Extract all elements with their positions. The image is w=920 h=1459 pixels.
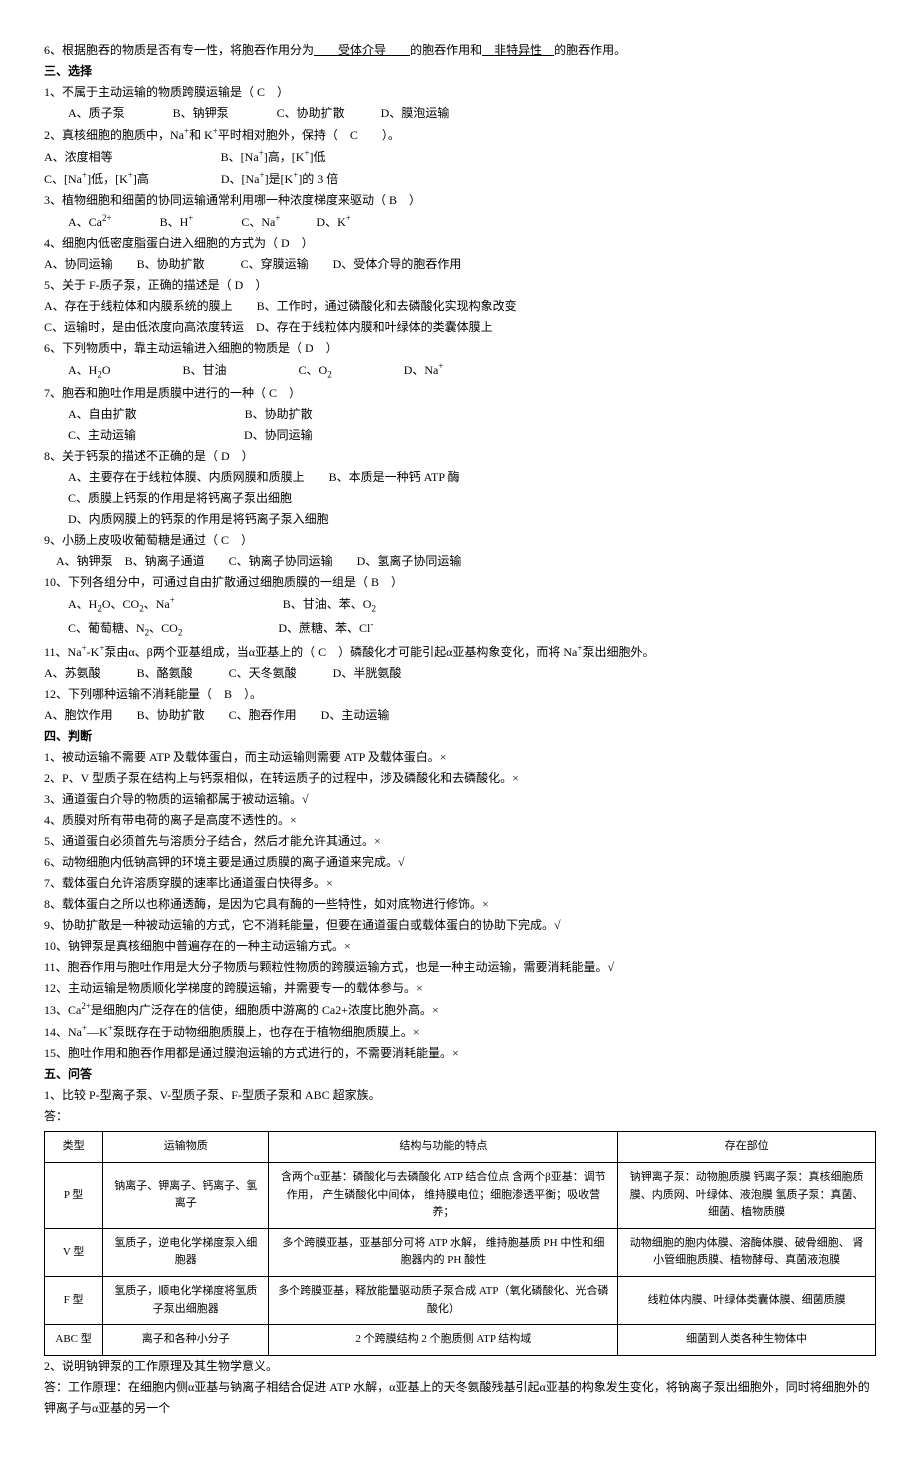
s4-j6: 6、动物细胞内低钠高钾的环境主要是通过质膜的离子通道来完成。√ <box>44 852 876 873</box>
s4-j3: 3、通道蛋白介导的物质的运输都属于被动运输。√ <box>44 789 876 810</box>
s4-j4: 4、质膜对所有带电荷的离子是高度不透性的。× <box>44 810 876 831</box>
cell: 2 个跨膜结构 2 个胞质侧 ATP 结构域 <box>269 1325 618 1356</box>
s3-q2-optA: A、浓度相等 B、[Na+]高，[K+]低 <box>44 146 876 168</box>
s3-q5-optA: A、存在于线粒体和内膜系统的膜上 B、工作时，通过磷酸化和去磷酸化实现构象改变 <box>44 296 876 317</box>
s3-q1: 1、不属于主动运输的物质跨膜运输是（ C ） <box>44 82 876 103</box>
s3-q7: 7、胞吞和胞吐作用是质膜中进行的一种（ C ） <box>44 383 876 404</box>
cell: 含两个α亚基：磷酸化与去磷酸化 ATP 结合位点 含两个β亚基：调节作用， 产生… <box>269 1163 618 1229</box>
table-header-row: 类型 运输物质 结构与功能的特点 存在部位 <box>45 1132 876 1163</box>
table-row: P 型 钠离子、钾离子、钙离子、氢离子 含两个α亚基：磷酸化与去磷酸化 ATP … <box>45 1163 876 1229</box>
th-type: 类型 <box>45 1132 103 1163</box>
s5-q2: 2、说明钠钾泵的工作原理及其生物学意义。 <box>44 1356 876 1377</box>
section-4-head: 四、判断 <box>44 726 876 747</box>
s3-q5: 5、关于 F-质子泵，正确的描述是（ D ） <box>44 275 876 296</box>
s4-j10: 10、钠钾泵是真核细胞中普遍存在的一种主动运输方式。× <box>44 936 876 957</box>
s3-q7-optA: A、自由扩散 B、协助扩散 <box>44 404 876 425</box>
cell: P 型 <box>45 1163 103 1229</box>
cell: 线粒体内膜、叶绿体类囊体膜、细菌质膜 <box>618 1276 876 1324</box>
th-location: 存在部位 <box>618 1132 876 1163</box>
s3-q2-optC: C、[Na+]低，[K+]高 D、[Na+]是[K+]的 3 倍 <box>44 168 876 190</box>
s3-q8-optA: A、主要存在于线粒体膜、内质网膜和质膜上 B、本质是一种钙 ATP 酶 <box>44 467 876 488</box>
cell: 多个跨膜亚基，亚基部分可将 ATP 水解， 维持胞基质 PH 中性和细胞器内的 … <box>269 1228 618 1276</box>
section-3-head: 三、选择 <box>44 61 876 82</box>
table-row: V 型 氢质子，逆电化学梯度泵入细胞器 多个跨膜亚基，亚基部分可将 ATP 水解… <box>45 1228 876 1276</box>
cell: 离子和各种小分子 <box>103 1325 269 1356</box>
s3-q4: 4、细胞内低密度脂蛋白进入细胞的方式为（ D ） <box>44 233 876 254</box>
fill-q6: 6、根据胞吞的物质是否有专一性，将胞吞作用分为 受体介导 的胞吞作用和 非特异性… <box>44 40 876 61</box>
cell: F 型 <box>45 1276 103 1324</box>
s4-j5: 5、通道蛋白必须首先与溶质分子结合，然后才能允许其通过。× <box>44 831 876 852</box>
cell: 钠离子、钾离子、钙离子、氢离子 <box>103 1163 269 1229</box>
s3-q12: 12、下列哪种运输不消耗能量（ B ）。 <box>44 684 876 705</box>
s4-j11: 11、胞吞作用与胞吐作用是大分子物质与颗粒性物质的跨膜运输方式，也是一种主动运输… <box>44 957 876 978</box>
s3-q11-opts: A、苏氨酸 B、酪氨酸 C、天冬氨酸 D、半胱氨酸 <box>44 663 876 684</box>
cell: 动物细胞的胞内体膜、溶酶体膜、破骨细胞、 肾小管细胞质膜、植物酵母、真菌液泡膜 <box>618 1228 876 1276</box>
s3-q4-opts: A、协同运输 B、协助扩散 C、穿膜运输 D、受体介导的胞吞作用 <box>44 254 876 275</box>
table-row: F 型 氢质子，顺电化学梯度将氢质子泵出细胞器 多个跨膜亚基，释放能量驱动质子泵… <box>45 1276 876 1324</box>
s3-q10-optA: A、H2O、CO2、Na+ B、甘油、苯、O2 <box>44 593 876 617</box>
s4-j12: 12、主动运输是物质顺化学梯度的跨膜运输，并需要专一的载体参与。× <box>44 978 876 999</box>
table-row: ABC 型 离子和各种小分子 2 个跨膜结构 2 个胞质侧 ATP 结构域 细菌… <box>45 1325 876 1356</box>
cell: 氢质子，逆电化学梯度泵入细胞器 <box>103 1228 269 1276</box>
cell: 多个跨膜亚基，释放能量驱动质子泵合成 ATP（氧化磷酸化、光合磷酸化） <box>269 1276 618 1324</box>
s3-q8-optC: C、质膜上钙泵的作用是将钙离子泵出细胞 <box>44 488 876 509</box>
s4-j13: 13、Ca2+是细胞内广泛存在的信使，细胞质中游离的 Ca2+浓度比胞外高。× <box>44 999 876 1021</box>
s5-ans-label: 答： <box>44 1106 876 1127</box>
s4-j7: 7、载体蛋白允许溶质穿膜的速率比通道蛋白快得多。× <box>44 873 876 894</box>
s3-q10-optC: C、葡萄糖、N2、CO2 D、蔗糖、苯、Cl- <box>44 617 876 641</box>
pump-comparison-table: 类型 运输物质 结构与功能的特点 存在部位 P 型 钠离子、钾离子、钙离子、氢离… <box>44 1131 876 1355</box>
section-5-head: 五、问答 <box>44 1064 876 1085</box>
s4-j2: 2、P、V 型质子泵在结构上与钙泵相似，在转运质子的过程中，涉及磷酸化和去磷酸化… <box>44 768 876 789</box>
s3-q9-opts: A、钠钾泵 B、钠离子通道 C、钠离子协同运输 D、氢离子协同运输 <box>44 551 876 572</box>
cell: V 型 <box>45 1228 103 1276</box>
cell: 氢质子，顺电化学梯度将氢质子泵出细胞器 <box>103 1276 269 1324</box>
s3-q1-opts: A、质子泵 B、钠钾泵 C、协助扩散 D、膜泡运输 <box>44 103 876 124</box>
s4-j9: 9、协助扩散是一种被动运输的方式，它不消耗能量，但要在通道蛋白或载体蛋白的协助下… <box>44 915 876 936</box>
s3-q8-optD: D、内质网膜上的钙泵的作用是将钙离子泵入细胞 <box>44 509 876 530</box>
s3-q12-opts: A、胞饮作用 B、协助扩散 C、胞吞作用 D、主动运输 <box>44 705 876 726</box>
s4-j8: 8、载体蛋白之所以也称通透酶，是因为它具有酶的一些特性，如对底物进行修饰。× <box>44 894 876 915</box>
s3-q7-optC: C、主动运输 D、协同运输 <box>44 425 876 446</box>
s3-q9: 9、小肠上皮吸收葡萄糖是通过（ C ） <box>44 530 876 551</box>
cell: ABC 型 <box>45 1325 103 1356</box>
s3-q3: 3、植物细胞和细菌的协同运输通常利用哪一种浓度梯度来驱动（ B ） <box>44 190 876 211</box>
s4-j15: 15、胞吐作用和胞吞作用都是通过膜泡运输的方式进行的，不需要消耗能量。× <box>44 1043 876 1064</box>
s3-q8: 8、关于钙泵的描述不正确的是（ D ） <box>44 446 876 467</box>
s5-a2: 答：工作原理：在细胞内侧α亚基与钠离子相结合促进 ATP 水解，α亚基上的天冬氨… <box>44 1377 876 1419</box>
th-structure: 结构与功能的特点 <box>269 1132 618 1163</box>
s3-q5-optC: C、运输时，是由低浓度向高浓度转运 D、存在于线粒体内膜和叶绿体的类囊体膜上 <box>44 317 876 338</box>
s5-q1: 1、比较 P-型离子泵、V-型质子泵、F-型质子泵和 ABC 超家族。 <box>44 1085 876 1106</box>
s4-j14: 14、Na+—K+泵既存在于动物细胞质膜上，也存在于植物细胞质膜上。× <box>44 1021 876 1043</box>
cell: 钠钾离子泵：动物胞质膜 钙离子泵：真核细胞质膜、内质网、叶绿体、液泡膜 氢质子泵… <box>618 1163 876 1229</box>
s4-j1: 1、被动运输不需要 ATP 及载体蛋白，而主动运输则需要 ATP 及载体蛋白。× <box>44 747 876 768</box>
s3-q11: 11、Na+-K+泵由α、β两个亚基组成，当α亚基上的（ C ）磷酸化才可能引起… <box>44 641 876 663</box>
s3-q2: 2、真核细胞的胞质中，Na+和 K+平时相对胞外，保持（ C ）。 <box>44 124 876 146</box>
th-transport: 运输物质 <box>103 1132 269 1163</box>
s3-q10: 10、下列各组分中，可通过自由扩散通过细胞质膜的一组是（ B ） <box>44 572 876 593</box>
s3-q6-opts: A、H2O B、甘油 C、O2 D、Na+ <box>44 359 876 383</box>
cell: 细菌到人类各种生物体中 <box>618 1325 876 1356</box>
s3-q3-opts: A、Ca2+ B、H+ C、Na+ D、K+ <box>44 211 876 233</box>
s3-q6: 6、下列物质中，靠主动运输进入细胞的物质是（ D ） <box>44 338 876 359</box>
